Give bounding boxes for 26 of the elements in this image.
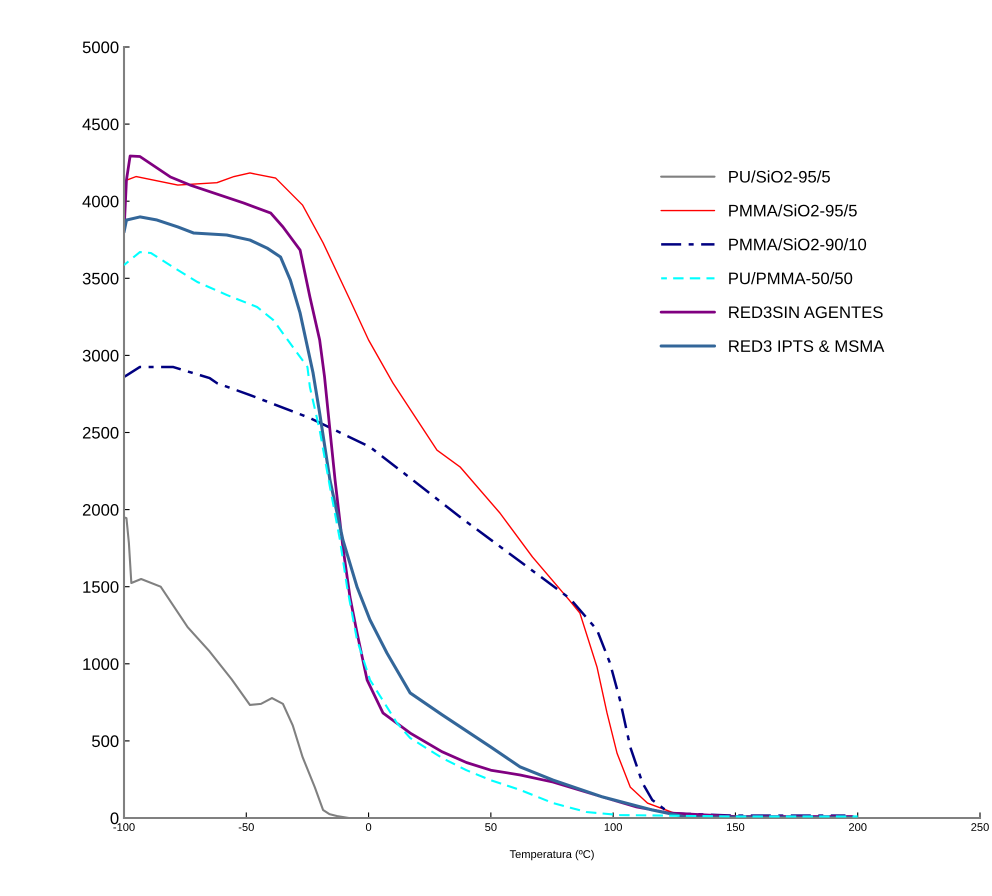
y-tick-label: 500	[92, 735, 118, 748]
y-tick-label: 4500	[82, 118, 118, 130]
x-tick-label: 250	[971, 823, 989, 832]
x-tick-label: 150	[727, 823, 744, 832]
legend-label: PU/SiO2-95/5	[729, 170, 830, 183]
legend-label: PMMA/SiO2-90/10	[729, 238, 866, 250]
y-tick-label: 1000	[83, 658, 118, 670]
x-tick-label: 50	[485, 823, 497, 832]
legend-label: RED3 IPTS & MSMA	[729, 340, 884, 352]
y-tick-label: 4000	[82, 196, 118, 208]
y-tick-label: 2500	[82, 426, 118, 439]
x-tick-label: 100	[604, 823, 622, 832]
legend-label: RED3SIN AGENTES	[729, 306, 883, 318]
x-tick-label: 0	[366, 823, 372, 832]
y-tick-label: 1500	[83, 581, 118, 593]
legend-label: PMMA/SiO2-95/5	[729, 204, 857, 217]
y-tick-label: 3000	[82, 350, 118, 362]
y-tick-label: 2000	[82, 504, 118, 516]
y-tick-label: 5000	[82, 41, 118, 54]
line-series	[124, 366, 847, 817]
x-tick-label: -100	[113, 823, 135, 832]
legend-label: PU/PMMA-50/50	[729, 272, 852, 284]
x-axis-title: Temperatura (ºC)	[510, 850, 594, 860]
x-tick-label: 200	[849, 823, 867, 832]
x-tick-label: -50	[238, 823, 254, 832]
y-tick-label: 3500	[82, 272, 118, 285]
